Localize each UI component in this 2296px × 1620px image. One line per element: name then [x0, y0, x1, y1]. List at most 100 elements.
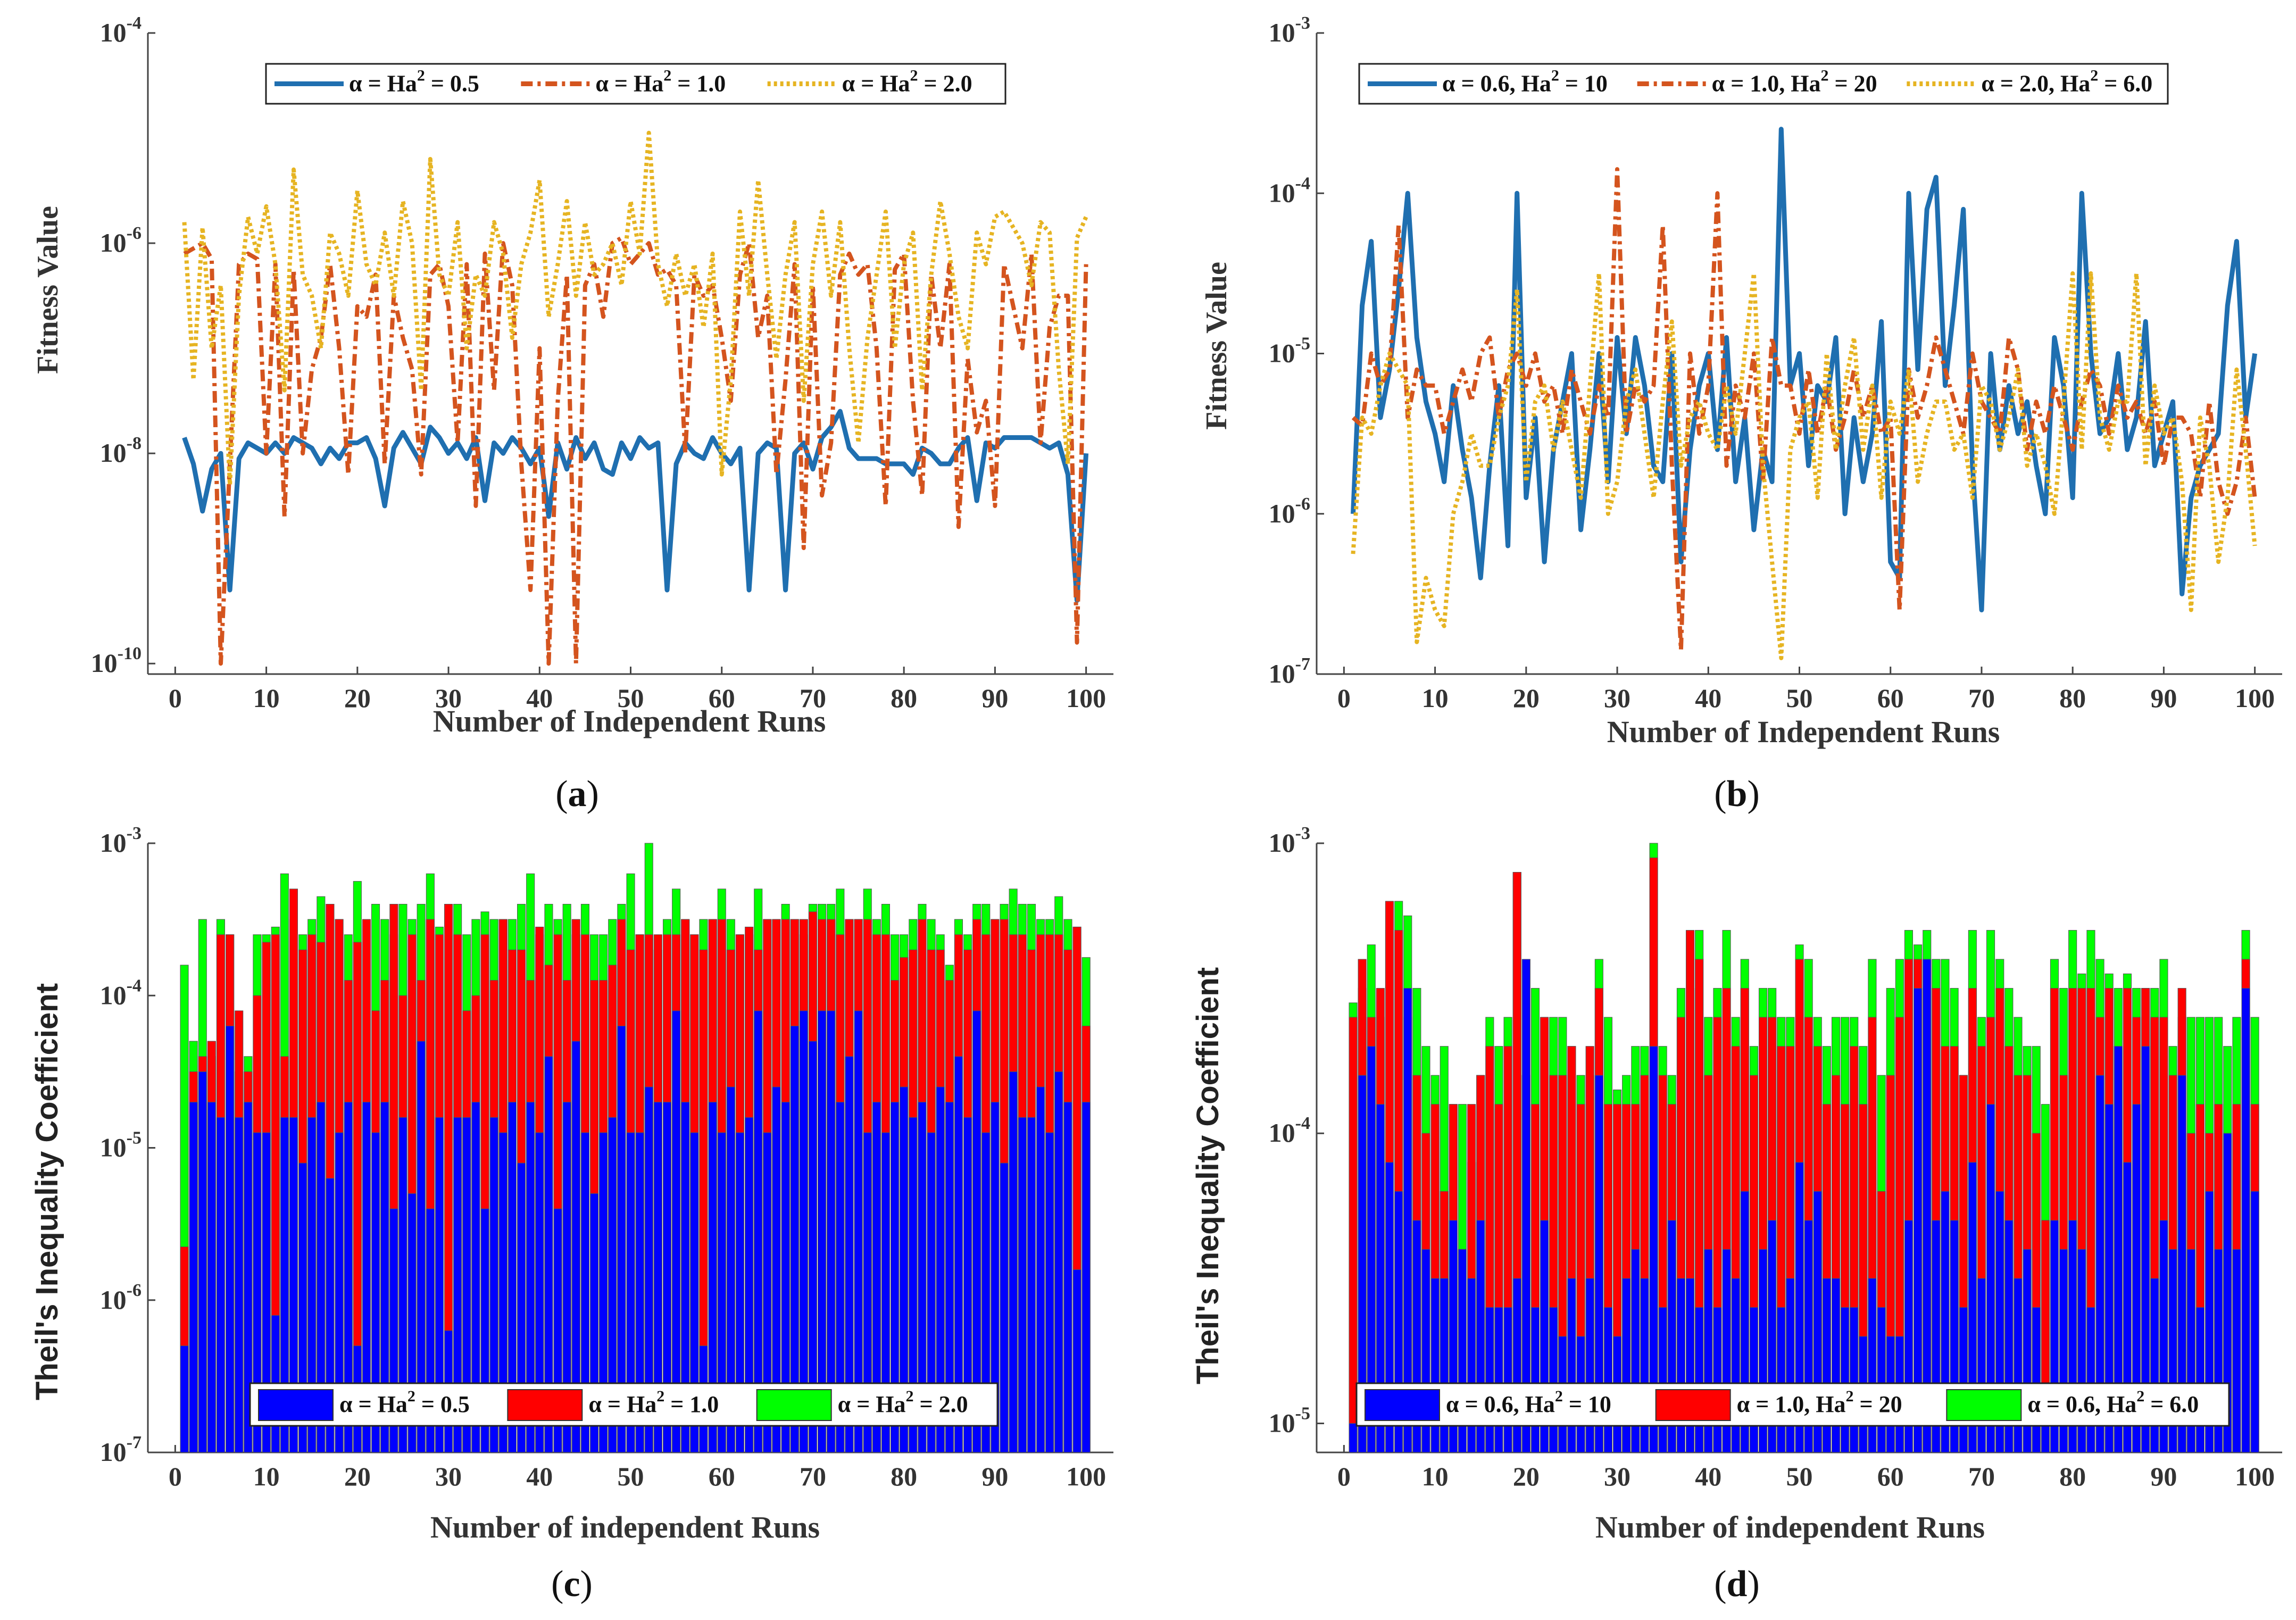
- bar: [1358, 1075, 1367, 1453]
- x-tick-label: 80: [891, 683, 917, 713]
- x-tick-label: 40: [526, 683, 553, 713]
- bar: [745, 1117, 754, 1453]
- bar: [991, 1102, 1000, 1453]
- bar: [344, 1102, 353, 1453]
- bar: [244, 1102, 253, 1453]
- legend-label: α = 0.6, Ha2 = 10: [1446, 1388, 1611, 1417]
- legend-swatch: [1655, 1389, 1731, 1421]
- bar: [1777, 1307, 1786, 1453]
- bar: [663, 1102, 672, 1453]
- legend-box: [265, 63, 1006, 105]
- bar: [617, 1026, 626, 1453]
- bar: [307, 1117, 317, 1453]
- bar: [1649, 1046, 1658, 1453]
- bar: [1349, 1423, 1358, 1453]
- bar: [872, 1102, 881, 1453]
- bar: [1713, 1307, 1722, 1453]
- series-line-2: [1351, 167, 2257, 652]
- x-tick-label: 70: [1968, 683, 1995, 713]
- x-tick-label: 100: [1066, 1461, 1106, 1491]
- panel-d-legend: α = 0.6, Ha2 = 10 α = 1.0, Ha2 = 20 α = 0.…: [1355, 1382, 2230, 1427]
- bar: [1914, 988, 1923, 1453]
- bar: [189, 1102, 198, 1453]
- x-tick-label: 80: [891, 1461, 917, 1491]
- panel-b-legend: α = 0.6, Ha2 = 10 α = 1.0, Ha2 = 20 α = 2.…: [1358, 63, 2169, 105]
- bar: [881, 1132, 891, 1453]
- bar: [644, 1086, 653, 1453]
- bar: [1054, 1071, 1063, 1453]
- legend-swatch: [756, 1389, 832, 1421]
- bar: [1749, 1307, 1758, 1453]
- series-line-2: [183, 236, 1088, 666]
- y-tick-label: 10-4: [1269, 173, 1310, 207]
- x-tick-label: 60: [709, 1461, 735, 1491]
- bar: [1000, 1162, 1009, 1453]
- bar: [1695, 1307, 1704, 1453]
- legend-label: α = Ha2 = 1.0: [588, 1388, 719, 1417]
- panel-c-plot-area: 0 10 20 30 40 50 60 70 80 90 100 10-7 10-6 10-5 10-4 10…: [100, 824, 1113, 1491]
- bar: [2241, 988, 2250, 1453]
- bar: [936, 1086, 945, 1453]
- x-tick-label: 0: [169, 683, 182, 713]
- x-tick-label: 10: [1422, 1461, 1449, 1491]
- bar: [562, 1102, 571, 1453]
- y-tick-label: 10-7: [100, 1433, 142, 1467]
- bar: [1503, 1307, 1512, 1453]
- bar: [526, 1102, 535, 1453]
- y-tick-label: 10-8: [100, 434, 142, 468]
- bar: [1850, 1307, 1859, 1453]
- bar: [362, 1102, 371, 1453]
- y-tick-label: 10-3: [1269, 824, 1310, 858]
- x-tick-label: 60: [1877, 1461, 1904, 1491]
- bar: [1385, 1162, 1394, 1453]
- x-tick-label: 0: [169, 1461, 182, 1491]
- bar: [945, 1102, 954, 1453]
- x-tick-label: 40: [1695, 683, 1721, 713]
- bar: [827, 1010, 836, 1453]
- bar: [317, 1102, 326, 1453]
- bar: [772, 1086, 781, 1453]
- legend-box: [249, 1382, 999, 1427]
- bar: [571, 1041, 580, 1453]
- bar: [1530, 1307, 1540, 1453]
- x-tick-label: 40: [526, 1461, 553, 1491]
- bar: [863, 1132, 872, 1453]
- y-tick-label: 10-4: [1269, 1114, 1310, 1148]
- series-line-3: [182, 130, 1088, 487]
- bar: [335, 1132, 344, 1453]
- bar: [790, 1026, 799, 1453]
- bar: [1594, 1075, 1603, 1453]
- bar: [398, 1117, 407, 1453]
- panel-b-caption: (b): [1714, 774, 1760, 815]
- y-tick-label: 10-3: [1269, 13, 1310, 47]
- legend-box: [1358, 63, 2169, 105]
- bar: [708, 1102, 717, 1453]
- x-tick-label: 100: [2235, 683, 2275, 713]
- bar: [2195, 1307, 2205, 1453]
- bar: [1485, 1307, 1494, 1453]
- y-tick-label: 10-6: [100, 223, 142, 257]
- y-tick-label: 10-7: [1269, 654, 1310, 688]
- bar: [781, 1102, 790, 1453]
- legend-label: α = Ha2 = 2.0: [842, 67, 972, 97]
- bar: [763, 1132, 772, 1453]
- bar: [1045, 1132, 1054, 1453]
- x-tick-label: 50: [618, 1461, 644, 1491]
- y-tick-label: 10-4: [100, 13, 142, 47]
- bar: [1959, 1307, 1968, 1453]
- x-tick-label: 90: [2150, 683, 2177, 713]
- bar: [808, 1041, 818, 1453]
- bar: [954, 1056, 963, 1453]
- bar: [681, 1102, 690, 1453]
- bar: [1986, 1104, 1995, 1453]
- bar: [298, 1162, 307, 1453]
- bar: [2250, 1191, 2259, 1453]
- legend-swatch: [258, 1389, 334, 1421]
- bar: [626, 1132, 635, 1453]
- bar: [1841, 1307, 1850, 1453]
- bar: [535, 1132, 544, 1453]
- x-tick-label: 10: [253, 683, 280, 713]
- bar: [2095, 1075, 2104, 1453]
- x-tick-label: 60: [1877, 683, 1904, 713]
